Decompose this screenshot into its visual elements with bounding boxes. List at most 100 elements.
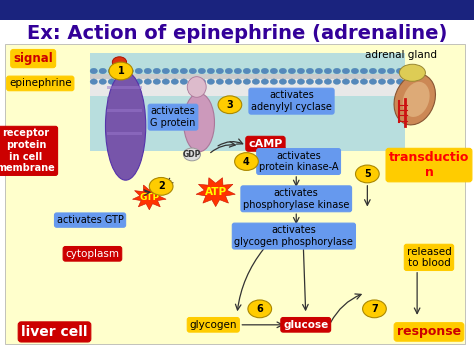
Circle shape bbox=[216, 79, 224, 84]
Bar bbox=[90, 53, 405, 151]
Circle shape bbox=[112, 57, 127, 67]
Circle shape bbox=[288, 68, 296, 74]
Bar bbox=[107, 86, 142, 89]
Circle shape bbox=[117, 79, 125, 84]
Circle shape bbox=[248, 300, 272, 318]
Circle shape bbox=[333, 68, 341, 74]
Circle shape bbox=[315, 79, 323, 84]
Text: activates
adenylyl cyclase: activates adenylyl cyclase bbox=[251, 91, 332, 112]
Circle shape bbox=[99, 79, 107, 84]
Text: 2: 2 bbox=[158, 181, 164, 191]
Circle shape bbox=[180, 79, 188, 84]
Circle shape bbox=[387, 79, 395, 84]
Circle shape bbox=[297, 79, 305, 84]
Ellipse shape bbox=[394, 74, 436, 125]
Circle shape bbox=[234, 68, 242, 74]
Circle shape bbox=[216, 68, 224, 74]
Circle shape bbox=[363, 300, 386, 318]
Circle shape bbox=[109, 62, 133, 80]
Circle shape bbox=[218, 96, 242, 114]
Circle shape bbox=[288, 79, 296, 84]
Text: 7: 7 bbox=[371, 304, 378, 314]
Circle shape bbox=[171, 68, 179, 74]
Circle shape bbox=[306, 68, 314, 74]
Circle shape bbox=[126, 68, 134, 74]
Ellipse shape bbox=[403, 82, 429, 117]
Polygon shape bbox=[196, 178, 235, 207]
Text: transductio
n: transductio n bbox=[389, 151, 469, 179]
Circle shape bbox=[315, 68, 323, 74]
Bar bbox=[0, 0, 474, 20]
Text: activates
phosphorylase kinase: activates phosphorylase kinase bbox=[243, 188, 349, 209]
Circle shape bbox=[108, 68, 116, 74]
Text: liver cell: liver cell bbox=[21, 325, 88, 339]
Text: Ex: Action of epinephrine (adrenaline): Ex: Action of epinephrine (adrenaline) bbox=[27, 24, 447, 43]
Text: 3: 3 bbox=[227, 100, 233, 110]
Circle shape bbox=[117, 68, 125, 74]
Circle shape bbox=[378, 68, 386, 74]
Circle shape bbox=[90, 68, 98, 74]
Circle shape bbox=[153, 79, 161, 84]
Text: GDP: GDP bbox=[183, 150, 201, 159]
Text: response: response bbox=[397, 326, 461, 338]
Circle shape bbox=[396, 68, 404, 74]
Text: activates GTP: activates GTP bbox=[56, 215, 124, 225]
Circle shape bbox=[243, 68, 251, 74]
Circle shape bbox=[342, 68, 350, 74]
Circle shape bbox=[180, 68, 188, 74]
Circle shape bbox=[369, 79, 377, 84]
Circle shape bbox=[225, 68, 233, 74]
Circle shape bbox=[207, 79, 215, 84]
Circle shape bbox=[387, 68, 395, 74]
Circle shape bbox=[356, 165, 379, 183]
Circle shape bbox=[243, 79, 251, 84]
Circle shape bbox=[360, 68, 368, 74]
Text: cAMP: cAMP bbox=[248, 139, 283, 149]
Circle shape bbox=[171, 79, 179, 84]
Circle shape bbox=[189, 68, 197, 74]
Text: signal: signal bbox=[13, 52, 53, 65]
Circle shape bbox=[333, 79, 341, 84]
Text: 6: 6 bbox=[256, 304, 263, 314]
Circle shape bbox=[252, 68, 260, 74]
Circle shape bbox=[126, 79, 134, 84]
Circle shape bbox=[270, 68, 278, 74]
Circle shape bbox=[144, 68, 152, 74]
Text: GTP: GTP bbox=[139, 192, 159, 202]
Circle shape bbox=[324, 79, 332, 84]
Circle shape bbox=[144, 79, 152, 84]
Circle shape bbox=[261, 79, 269, 84]
Text: activates
protein kinase-A: activates protein kinase-A bbox=[259, 151, 338, 172]
Circle shape bbox=[135, 79, 143, 84]
Ellipse shape bbox=[187, 77, 206, 97]
Text: 4: 4 bbox=[243, 157, 250, 166]
Text: released
to blood: released to blood bbox=[407, 247, 451, 268]
Text: activates
G protein: activates G protein bbox=[150, 106, 196, 128]
Circle shape bbox=[149, 178, 173, 195]
Bar bbox=[5, 44, 465, 344]
Bar bbox=[107, 121, 142, 124]
Circle shape bbox=[297, 68, 305, 74]
Circle shape bbox=[183, 148, 201, 161]
Circle shape bbox=[198, 79, 206, 84]
Bar bbox=[90, 78, 405, 96]
Circle shape bbox=[162, 79, 170, 84]
Circle shape bbox=[261, 68, 269, 74]
Circle shape bbox=[306, 79, 314, 84]
Circle shape bbox=[234, 79, 242, 84]
Circle shape bbox=[225, 79, 233, 84]
Circle shape bbox=[279, 79, 287, 84]
Circle shape bbox=[342, 79, 350, 84]
Circle shape bbox=[153, 68, 161, 74]
Text: activates
glycogen phosphorylase: activates glycogen phosphorylase bbox=[235, 225, 353, 247]
Circle shape bbox=[324, 68, 332, 74]
Circle shape bbox=[396, 79, 404, 84]
Circle shape bbox=[108, 79, 116, 84]
Circle shape bbox=[207, 68, 215, 74]
Ellipse shape bbox=[105, 72, 146, 180]
Circle shape bbox=[360, 79, 368, 84]
Text: ATP: ATP bbox=[205, 187, 227, 197]
Circle shape bbox=[351, 79, 359, 84]
Circle shape bbox=[135, 68, 143, 74]
Bar bbox=[107, 97, 142, 100]
